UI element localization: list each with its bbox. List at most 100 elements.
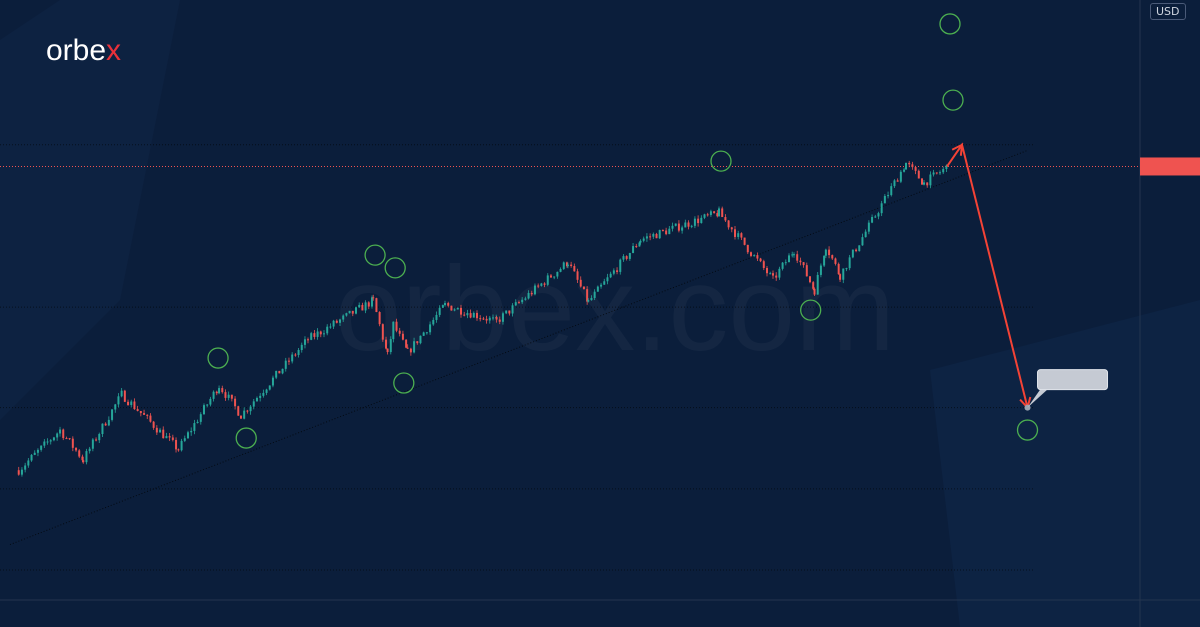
candle: [268, 385, 271, 390]
candle: [319, 331, 322, 335]
price-callout[interactable]: [1037, 369, 1109, 391]
candle: [224, 392, 227, 398]
candle: [348, 310, 351, 314]
candle: [82, 460, 85, 463]
candle: [762, 261, 765, 268]
candle: [709, 211, 712, 215]
candle: [837, 263, 840, 275]
candle: [395, 321, 398, 331]
candle: [196, 421, 199, 424]
candle: [392, 321, 395, 340]
candle: [911, 164, 914, 168]
candle: [479, 318, 482, 320]
candle: [609, 273, 612, 278]
candle: [310, 333, 313, 340]
candle: [246, 410, 249, 412]
candle: [942, 168, 945, 173]
currency-badge[interactable]: USD: [1150, 3, 1186, 20]
candle: [294, 354, 297, 356]
candle: [874, 216, 877, 218]
candle: [221, 388, 224, 393]
candle: [36, 449, 39, 453]
candle: [130, 401, 133, 405]
candle: [603, 281, 606, 285]
candle: [690, 225, 693, 227]
candle: [851, 249, 854, 258]
candle: [476, 312, 478, 319]
candle: [582, 286, 585, 290]
candle: [123, 390, 126, 402]
candle: [772, 273, 774, 276]
candle: [896, 180, 899, 182]
candle: [52, 437, 55, 441]
candle: [175, 439, 178, 450]
candle: [600, 284, 603, 287]
candle: [40, 445, 43, 450]
candle: [540, 283, 543, 286]
candle: [606, 277, 609, 282]
candle: [385, 339, 388, 349]
candle: [616, 270, 619, 272]
candle: [926, 182, 929, 186]
candle: [553, 276, 556, 278]
wave-circle: [364, 244, 386, 266]
candle: [831, 255, 834, 259]
candle: [358, 304, 361, 308]
orbex-logo: orbex: [46, 34, 122, 67]
candle: [419, 335, 422, 344]
candle: [802, 262, 805, 266]
candle: [361, 304, 364, 311]
candle: [456, 307, 459, 310]
candle: [642, 238, 645, 241]
candle: [750, 252, 752, 256]
candle: [932, 172, 935, 175]
candle: [351, 310, 354, 314]
candle: [186, 432, 189, 439]
candle: [766, 267, 768, 274]
candle: [893, 180, 896, 187]
candle: [590, 297, 593, 301]
candle: [127, 401, 130, 405]
candle: [249, 406, 252, 412]
candle: [737, 233, 740, 237]
candle: [809, 276, 811, 283]
candle: [278, 370, 281, 374]
candle: [168, 436, 171, 438]
candle: [291, 354, 294, 362]
candle: [945, 165, 948, 169]
candle: [730, 227, 733, 230]
candle: [88, 448, 91, 452]
candle: [287, 360, 290, 362]
candle: [501, 313, 504, 322]
candle: [271, 377, 274, 386]
candle: [429, 324, 432, 333]
candle: [62, 429, 65, 439]
candle: [275, 370, 278, 378]
candle: [149, 415, 152, 422]
trendline[interactable]: [9, 149, 1028, 546]
candle: [190, 430, 193, 433]
price-axis[interactable]: [1139, 0, 1200, 627]
candle: [114, 404, 117, 410]
candle: [877, 213, 880, 217]
projection-arrow[interactable]: [946, 142, 1109, 411]
candle: [570, 264, 573, 267]
candle: [438, 307, 441, 315]
candle: [684, 222, 687, 228]
wave-circle: [384, 257, 406, 279]
candle: [432, 319, 435, 325]
wave-circle: [800, 299, 822, 321]
candle: [632, 246, 635, 253]
candle: [921, 178, 923, 185]
candle: [799, 260, 802, 263]
candle: [91, 439, 94, 449]
wave-circle: [1016, 419, 1039, 441]
callout-pointer: [1027, 387, 1050, 408]
candle: [527, 292, 530, 299]
candle: [20, 469, 23, 475]
wave-circle: [235, 427, 257, 449]
candle: [98, 434, 101, 441]
candle: [537, 285, 540, 287]
